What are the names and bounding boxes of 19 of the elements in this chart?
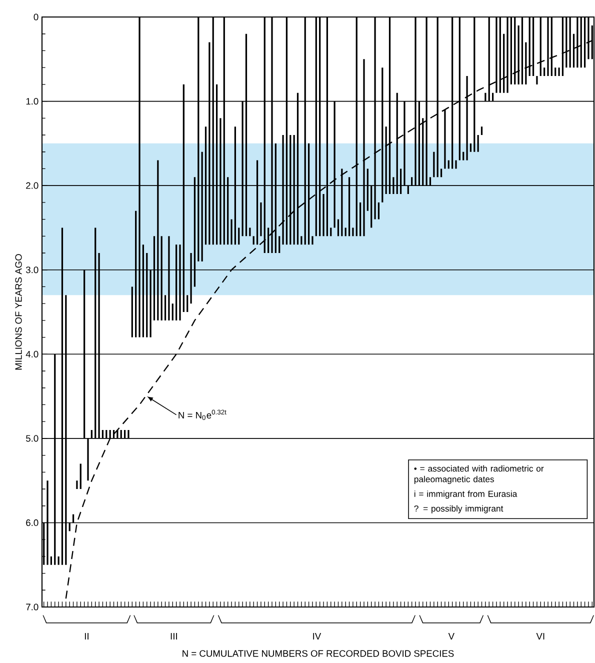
y-tick-label: 7.0 xyxy=(26,604,38,610)
y-tick-label: 5.0 xyxy=(26,435,38,442)
y-axis-title: MILLIONS OF YEARS AGO xyxy=(15,254,22,370)
annotation: N = N$_{0}$e$^{0.32t}$ xyxy=(178,410,226,420)
text: IV xyxy=(313,633,322,640)
y-tick-label: 6.0 xyxy=(26,519,38,526)
text: V xyxy=(448,633,454,640)
text: II xyxy=(84,633,88,640)
y-tick-label: 3.0 xyxy=(26,266,38,274)
annotation: ? = possibly immigrant xyxy=(414,505,504,514)
y-tick-label: 2.0 xyxy=(26,182,38,189)
text: III xyxy=(170,633,177,640)
x-axis-title: N = CUMULATIVE NUMBERS OF RECORDED BOVID SPECIES xyxy=(182,650,454,657)
text: VI xyxy=(536,633,544,640)
annotation: • = associated with radiometric or paleomagnetic dates xyxy=(414,465,544,484)
annotation: i = immigrant from Eurasia xyxy=(414,490,518,499)
y-tick-label: 4.0 xyxy=(26,350,38,358)
y-tick-label: 1.0 xyxy=(26,98,38,105)
y-tick-label: 0 xyxy=(34,14,38,20)
